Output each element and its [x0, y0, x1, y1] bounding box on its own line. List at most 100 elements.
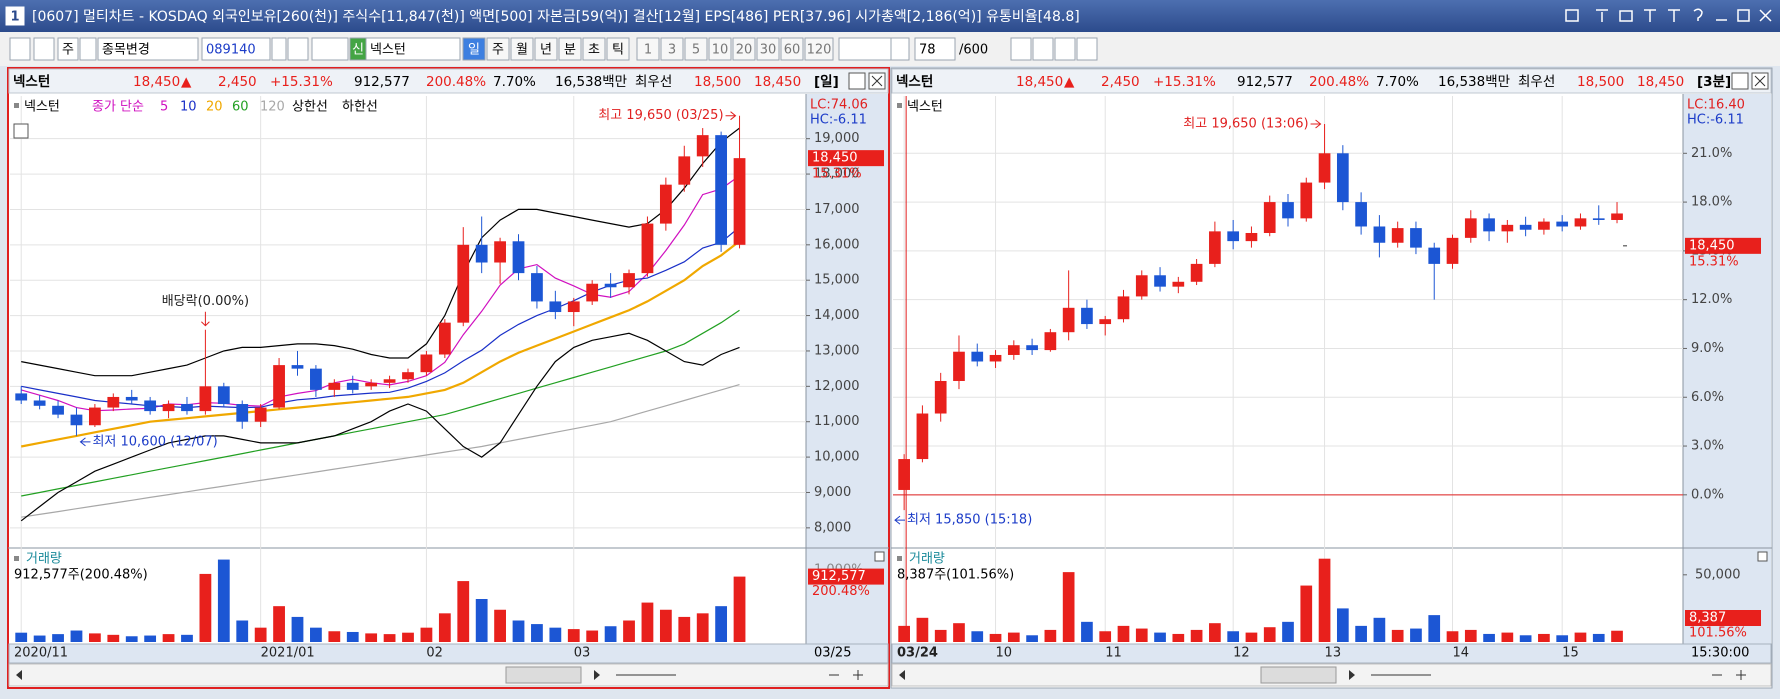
- stock-name[interactable]: 넥스턴: [370, 43, 406, 58]
- control-icon[interactable]: [1565, 9, 1579, 22]
- menu[interactable]: 종목변경: [102, 43, 150, 58]
- control-icon[interactable]: [1596, 9, 1608, 22]
- candle-body: [696, 135, 709, 157]
- minute-tab-box[interactable]: [684, 37, 708, 61]
- period-tab-box[interactable]: [534, 37, 558, 61]
- y-tick-label: 8,000: [814, 520, 851, 535]
- volume-bar: [549, 627, 562, 642]
- panel-button[interactable]: [1731, 72, 1749, 90]
- minute-tab-box[interactable]: [660, 37, 684, 61]
- panel-button[interactable]: [848, 72, 866, 90]
- legend-title: 넥스턴: [907, 100, 943, 115]
- control-icon[interactable]: [1668, 9, 1680, 22]
- minute-tab[interactable]: 5: [692, 43, 700, 58]
- header-period: [일]: [814, 74, 839, 90]
- minute-tab-box[interactable]: [756, 37, 780, 61]
- tool-icon-box[interactable]: [9, 37, 31, 61]
- minute-tab-box[interactable]: [708, 37, 732, 61]
- count[interactable]: 78: [919, 43, 936, 58]
- period-tab[interactable]: 일: [468, 43, 480, 58]
- control-icon[interactable]: [1644, 9, 1656, 22]
- y-tick-label: 12.0%: [1691, 292, 1732, 307]
- search-icon-box[interactable]: [287, 37, 309, 61]
- candle-body: [1538, 221, 1550, 230]
- pane-button[interactable]: [1757, 551, 1768, 562]
- period-tab-box[interactable]: [486, 37, 510, 61]
- zoom-tools[interactable]: [616, 670, 863, 680]
- control-icon[interactable]: [1737, 9, 1750, 22]
- code[interactable]: 089140: [206, 43, 256, 58]
- minute-tab-box[interactable]: [804, 37, 834, 61]
- period-tab[interactable]: 분: [564, 43, 576, 58]
- pane-button[interactable]: [874, 551, 885, 562]
- volume-bar: [1081, 621, 1093, 642]
- dropdown-box[interactable]: [271, 37, 287, 61]
- window-icon: [5, 6, 25, 26]
- candle-body: [586, 283, 599, 302]
- toolbar-items: 주 종목변경 089140 신 넥스턴 일 주 월 년 분 초 틱 1 3 5 10 20 30 60 120 78/6…: [9, 37, 1098, 61]
- ma-line: [21, 127, 740, 377]
- panel-button-icon: [871, 75, 883, 87]
- candle-body: [457, 244, 470, 323]
- tool-icon-box[interactable]: [1054, 37, 1076, 61]
- hc-label: HC:-6.11: [810, 113, 867, 128]
- period-tab[interactable]: 주: [492, 43, 504, 58]
- badge[interactable]: 신: [352, 43, 364, 58]
- market[interactable]: 주: [62, 43, 74, 58]
- chart-tool-icon[interactable]: [13, 123, 29, 139]
- minute-tab[interactable]: 10: [712, 43, 729, 58]
- minute-tab[interactable]: 1: [644, 43, 652, 58]
- minute-tab-box[interactable]: [780, 37, 804, 61]
- period-tab[interactable]: 년: [540, 43, 552, 58]
- scroll-thumb[interactable]: [505, 666, 582, 684]
- blank-box[interactable]: [838, 37, 892, 61]
- period-tab-box[interactable]: [510, 37, 534, 61]
- minute-tab[interactable]: 60: [784, 43, 801, 58]
- control-icon[interactable]: [1693, 8, 1703, 21]
- scroll-thumb[interactable]: [1260, 666, 1337, 684]
- volume-bar: [494, 609, 506, 642]
- period-tab[interactable]: 틱: [612, 43, 624, 58]
- period-tab[interactable]: 월: [516, 43, 528, 58]
- ma-line: [21, 309, 740, 497]
- period-tab-box[interactable]: [582, 37, 606, 61]
- code-box[interactable]: [201, 37, 271, 61]
- period-tab-box[interactable]: [462, 37, 486, 61]
- period-tab[interactable]: 초: [588, 43, 600, 58]
- market-box[interactable]: [57, 37, 79, 61]
- volume-bar: [236, 620, 249, 642]
- high-label: 최고 19,650 (03/25): [598, 108, 723, 123]
- zoom-tools[interactable]: [1371, 670, 1746, 680]
- scrollbar[interactable]: [8, 663, 889, 687]
- ma-line: [21, 384, 740, 518]
- candle-body: [328, 382, 341, 390]
- minute-tab[interactable]: 20: [736, 43, 753, 58]
- tool-icon-box[interactable]: [1032, 37, 1054, 61]
- candle-body: [641, 223, 654, 274]
- volume-bar: [1190, 629, 1203, 642]
- minute-tab-box[interactable]: [732, 37, 756, 61]
- legend-marker: [897, 103, 902, 108]
- legend-title: 넥스턴: [24, 100, 60, 115]
- candle-body: [989, 354, 1002, 362]
- minute-tab-box[interactable]: [636, 37, 660, 61]
- tool-icon-box[interactable]: [33, 37, 55, 61]
- stock-name-box[interactable]: [365, 37, 461, 61]
- minute-tab[interactable]: 120: [807, 43, 832, 58]
- period-tab-box[interactable]: [558, 37, 582, 61]
- candle-body: [715, 135, 728, 245]
- control-icon[interactable]: [1619, 10, 1633, 22]
- dropdown-box[interactable]: [79, 37, 97, 61]
- header-change: 2,450: [218, 74, 257, 90]
- tool-icon-box[interactable]: [1076, 37, 1098, 61]
- period-tab-box[interactable]: [606, 37, 630, 61]
- window-controls[interactable]: [1565, 8, 1772, 22]
- minute-tab[interactable]: 30: [760, 43, 777, 58]
- menu-box[interactable]: [97, 37, 199, 61]
- dropdown-box[interactable]: [890, 37, 910, 61]
- tool-icon-box[interactable]: [311, 37, 349, 61]
- count-box[interactable]: [914, 37, 956, 61]
- minute-tab[interactable]: 3: [668, 43, 676, 58]
- tool-icon-box[interactable]: [1010, 37, 1032, 61]
- control-icon[interactable]: [1759, 9, 1772, 22]
